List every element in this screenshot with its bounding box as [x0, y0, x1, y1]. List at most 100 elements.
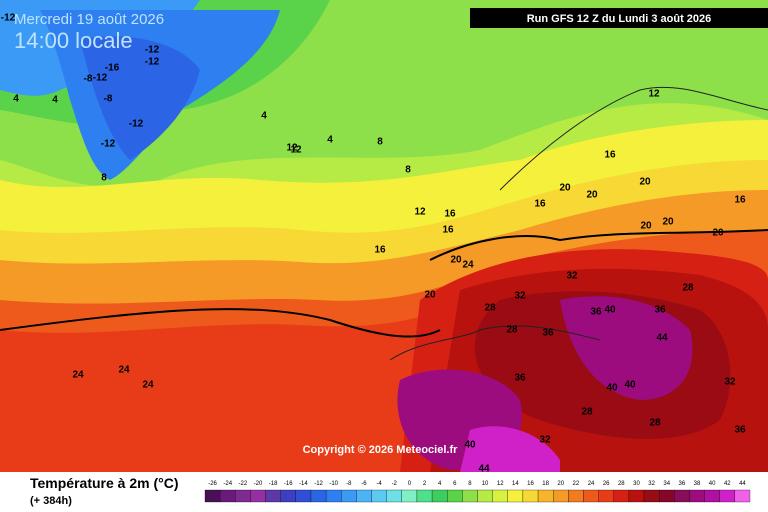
colorbar-label: -10: [329, 481, 338, 487]
colorbar-swatch: [416, 489, 433, 503]
colorbar-swatch: [568, 489, 584, 503]
colorbar-label: 14: [512, 481, 519, 487]
isotherm-label: 24: [462, 260, 474, 271]
colorbar-swatch: [295, 489, 312, 503]
colorbar-label: -6: [361, 481, 367, 487]
isotherm-label: 40: [604, 305, 616, 316]
colorbar-label: 32: [648, 481, 655, 487]
isotherm-label: 12: [648, 89, 660, 100]
isotherm-label: 44: [656, 333, 668, 344]
colorbar-swatch: [643, 489, 660, 503]
colorbar-swatch: [689, 489, 705, 503]
isotherm-label: 40: [606, 383, 618, 394]
isotherm-label: 40: [464, 440, 476, 451]
isotherm-label: 40: [624, 380, 636, 391]
colorbar-swatch: [598, 489, 614, 503]
isotherm-label: 20: [712, 228, 724, 239]
isotherm-label: 20: [639, 177, 651, 188]
isotherm-label: 20: [450, 255, 462, 266]
isotherm-label: 8: [101, 173, 107, 184]
colorbar-label: 2: [423, 481, 427, 487]
colorbar-label: 38: [694, 481, 701, 487]
isotherm-label: 4: [52, 95, 58, 106]
isotherm-label: 24: [118, 365, 130, 376]
isotherm-label: 36: [734, 425, 746, 436]
isotherm-label: 36: [590, 307, 602, 318]
isotherm-label: 24: [142, 380, 154, 391]
copyright: Copyright © 2026 Meteociel.fr: [303, 444, 459, 456]
colorbar-label: 28: [618, 481, 625, 487]
colorbar-label: 26: [603, 481, 610, 487]
isotherm-label: 24: [72, 370, 84, 381]
isotherm-label: -12: [145, 57, 160, 68]
run-box: [470, 8, 768, 28]
colorbar-label: 16: [527, 481, 534, 487]
colorbar-label: -4: [376, 481, 382, 487]
colorbar-swatch: [371, 489, 387, 503]
colorbar-swatch: [659, 489, 675, 503]
isotherm-label: 28: [649, 418, 661, 429]
colorbar-label: 10: [482, 481, 489, 487]
isotherm-label: 20: [640, 221, 652, 232]
isotherm-label: 16: [442, 225, 454, 236]
colorbar-label: 20: [557, 481, 564, 487]
isotherm-label: 28: [682, 283, 694, 294]
colorbar-label: 36: [679, 481, 686, 487]
colorbar: -26 -24 -22 -20 -18 -16 -14 -12 -10 -8 -6 -4 -2 0 2 4 6 8…: [204, 481, 751, 503]
colorbar-swatch: [462, 489, 478, 503]
colorbar-label: 44: [739, 481, 746, 487]
isotherm-label: 28: [506, 325, 518, 336]
isotherm-label: -12: [129, 119, 144, 130]
isotherm-label: 32: [539, 435, 551, 446]
colorbar-swatch: [265, 489, 281, 503]
isotherm-label: 36: [542, 328, 554, 339]
isotherm-label: 4: [13, 94, 19, 105]
isotherm-label: 32: [724, 377, 736, 388]
colorbar-label: 8: [468, 481, 472, 487]
colorbar-swatch: [447, 489, 463, 503]
isotherm-label: 16: [374, 245, 386, 256]
isotherm-label: 16: [734, 195, 746, 206]
isotherm-label: -12: [1, 13, 16, 24]
colorbar-label: 42: [724, 481, 731, 487]
colorbar-label: -20: [254, 481, 263, 487]
colorbar-label: -26: [208, 481, 217, 487]
isotherm-label: 28: [484, 303, 496, 314]
colorbar-swatch: [704, 489, 720, 503]
isotherm-label: 4: [261, 111, 267, 122]
colorbar-label: 0: [408, 481, 412, 487]
colorbar-label: -12: [314, 481, 323, 487]
isotherm-label: 4: [327, 135, 333, 146]
isotherm-label: 32: [566, 271, 578, 282]
colorbar-swatch: [310, 489, 327, 503]
colorbar-label: 4: [438, 481, 442, 487]
run-info: Run GFS 12 Z du Lundi 3 août 2026: [527, 13, 712, 25]
colorbar-label: 30: [633, 481, 640, 487]
colorbar-label: -22: [239, 481, 248, 487]
colorbar-swatch: [401, 489, 418, 503]
isotherm-label: 20: [662, 217, 674, 228]
isotherm-label: -16: [105, 63, 120, 74]
colorbar-swatch: [522, 489, 539, 503]
isotherm-label: -12: [93, 73, 108, 84]
isotherm-label: 36: [654, 305, 666, 316]
colorbar-label: -8: [346, 481, 352, 487]
temperature-field: [0, 0, 768, 472]
colorbar-swatch: [507, 489, 524, 503]
isotherm-label: 32: [514, 291, 526, 302]
isotherm-label: -12: [145, 45, 160, 56]
isotherm-label: 12: [286, 143, 298, 154]
isotherm-label: 16: [604, 150, 616, 161]
colorbar-label: -18: [269, 481, 278, 487]
colorbar-label: 22: [573, 481, 580, 487]
colorbar-label: -2: [392, 481, 398, 487]
colorbar-swatch: [356, 489, 372, 503]
colorbar-swatch: [734, 489, 751, 503]
colorbar-label: 6: [453, 481, 457, 487]
isotherm-label: -12: [101, 139, 116, 150]
isotherm-label: 44: [478, 464, 490, 475]
colorbar-swatch: [492, 489, 508, 503]
colorbar-swatch: [537, 489, 554, 503]
isotherm-label: -8: [84, 74, 93, 85]
